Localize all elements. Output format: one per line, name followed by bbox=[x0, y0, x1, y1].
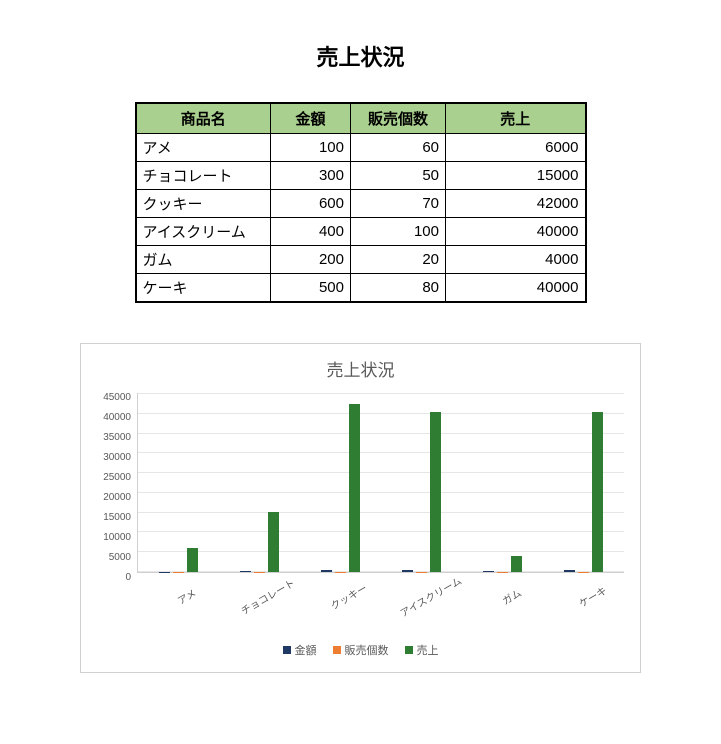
table-cell: アメ bbox=[136, 134, 271, 162]
chart-legend: 金額 販売個数 売上 bbox=[97, 642, 624, 658]
bar bbox=[268, 512, 279, 572]
legend-item: 金額 bbox=[283, 642, 317, 658]
table-cell: 60 bbox=[351, 134, 446, 162]
table-cell: 600 bbox=[271, 190, 351, 218]
legend-label: 売上 bbox=[417, 642, 439, 658]
legend-label: 金額 bbox=[295, 642, 317, 658]
bar bbox=[349, 404, 360, 572]
bar bbox=[321, 570, 332, 572]
bar-group bbox=[543, 393, 624, 572]
bar-group bbox=[381, 393, 462, 572]
bar bbox=[402, 570, 413, 572]
chart-y-axis: 0500010000150002000025000300003500040000… bbox=[97, 393, 137, 573]
legend-swatch bbox=[333, 646, 341, 654]
data-table: 商品名金額販売個数売上 アメ100606000チョコレート3005015000ク… bbox=[135, 102, 587, 303]
table-cell: 40000 bbox=[446, 218, 586, 246]
table-header: 商品名 bbox=[136, 103, 271, 134]
table-row: チョコレート3005015000 bbox=[136, 162, 586, 190]
table-cell: チョコレート bbox=[136, 162, 271, 190]
table-header: 売上 bbox=[446, 103, 586, 134]
legend-label: 販売個数 bbox=[345, 642, 389, 658]
table-row: ケーキ5008040000 bbox=[136, 274, 586, 303]
chart-x-axis: アメチョコレートクッキーアイスクリームガムケーキ bbox=[137, 581, 624, 606]
table-cell: 6000 bbox=[446, 134, 586, 162]
page-title: 売上状況 bbox=[50, 40, 671, 72]
table-cell: 400 bbox=[271, 218, 351, 246]
table-cell: 42000 bbox=[446, 190, 586, 218]
table-cell: 100 bbox=[271, 134, 351, 162]
table-cell: 300 bbox=[271, 162, 351, 190]
table-cell: クッキー bbox=[136, 190, 271, 218]
bar-group bbox=[138, 393, 219, 572]
table-cell: 200 bbox=[271, 246, 351, 274]
bar bbox=[564, 570, 575, 572]
legend-item: 売上 bbox=[405, 642, 439, 658]
table-cell: 40000 bbox=[446, 274, 586, 303]
table-header: 販売個数 bbox=[351, 103, 446, 134]
legend-swatch bbox=[405, 646, 413, 654]
table-cell: ガム bbox=[136, 246, 271, 274]
bar bbox=[483, 571, 494, 572]
chart-plot-area bbox=[137, 393, 624, 573]
table-cell: 80 bbox=[351, 274, 446, 303]
legend-swatch bbox=[283, 646, 291, 654]
table-cell: 500 bbox=[271, 274, 351, 303]
table-cell: 20 bbox=[351, 246, 446, 274]
table-row: アイスクリーム40010040000 bbox=[136, 218, 586, 246]
table-row: アメ100606000 bbox=[136, 134, 586, 162]
table-row: ガム200204000 bbox=[136, 246, 586, 274]
bar-group bbox=[300, 393, 381, 572]
bar bbox=[430, 412, 441, 572]
table-header: 金額 bbox=[271, 103, 351, 134]
table-cell: 50 bbox=[351, 162, 446, 190]
sales-chart: 売上状況 05000100001500020000250003000035000… bbox=[80, 343, 641, 673]
bar-group bbox=[462, 393, 543, 572]
bar bbox=[240, 571, 251, 572]
bar-group bbox=[219, 393, 300, 572]
table-row: クッキー6007042000 bbox=[136, 190, 586, 218]
bar bbox=[187, 548, 198, 572]
table-cell: 100 bbox=[351, 218, 446, 246]
legend-item: 販売個数 bbox=[333, 642, 389, 658]
bar bbox=[592, 412, 603, 572]
table-cell: アイスクリーム bbox=[136, 218, 271, 246]
chart-title: 売上状況 bbox=[97, 356, 624, 381]
table-cell: 70 bbox=[351, 190, 446, 218]
table-cell: ケーキ bbox=[136, 274, 271, 303]
table-cell: 15000 bbox=[446, 162, 586, 190]
table-cell: 4000 bbox=[446, 246, 586, 274]
